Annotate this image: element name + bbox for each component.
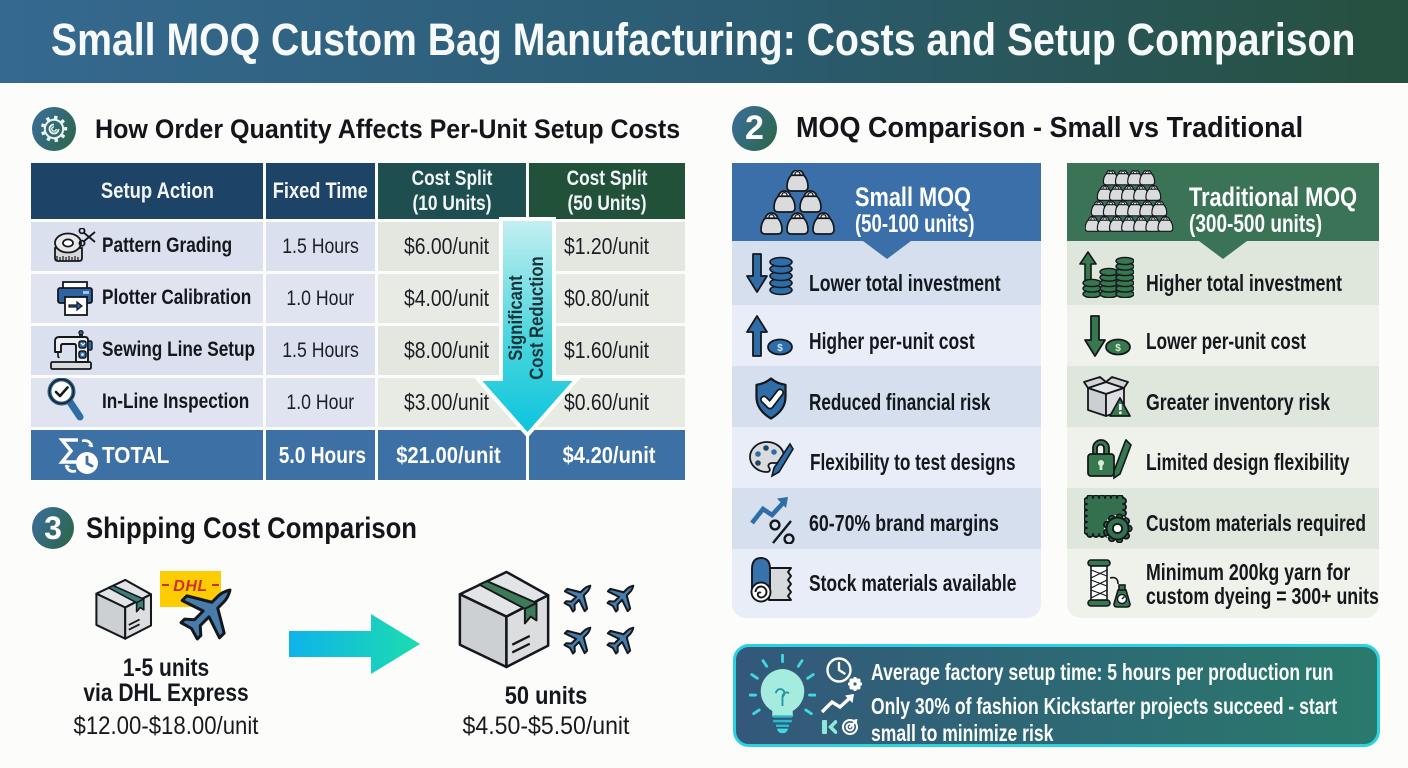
svg-text:$: $ <box>777 343 783 354</box>
svg-text:$: $ <box>1115 343 1121 354</box>
